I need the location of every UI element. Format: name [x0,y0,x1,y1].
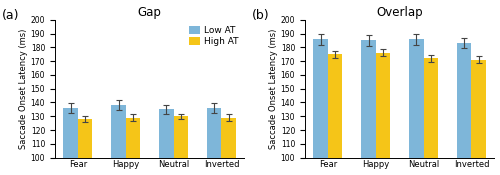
Bar [328,54,342,158]
Bar [424,58,438,158]
Bar [112,105,126,158]
Bar [314,39,328,158]
Legend: Low AT, High AT: Low AT, High AT [188,24,240,48]
Bar [207,108,222,158]
Bar [376,53,390,158]
Bar [174,116,188,158]
Bar [126,118,140,158]
Bar [409,39,424,158]
Bar [159,109,174,158]
Text: (a): (a) [2,9,20,22]
Y-axis label: Saccade Onset Latency (ms): Saccade Onset Latency (ms) [269,29,278,149]
Bar [362,40,376,158]
Bar [78,119,92,158]
Bar [64,108,78,158]
Text: (b): (b) [252,9,270,22]
Bar [472,60,486,158]
Title: Gap: Gap [138,6,162,19]
Bar [457,43,471,158]
Bar [222,118,236,158]
Title: Overlap: Overlap [376,6,423,19]
Y-axis label: Saccade Onset Latency (ms): Saccade Onset Latency (ms) [19,29,28,149]
